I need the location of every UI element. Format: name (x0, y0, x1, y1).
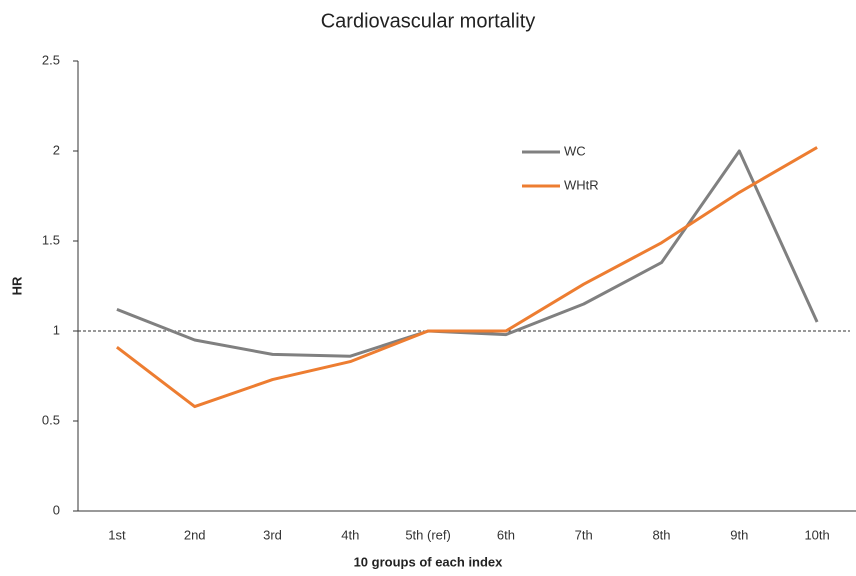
x-tick-label: 6th (497, 527, 515, 542)
y-tick-label: 1.5 (42, 232, 60, 247)
series-line (115, 146, 818, 409)
x-tick-label: 7th (575, 527, 593, 542)
y-axis-title: HR (9, 276, 24, 295)
series-line (116, 149, 819, 358)
legend-label: WHtR (564, 177, 599, 192)
y-tick-label: 1 (53, 322, 60, 337)
x-tick-label: 1st (108, 527, 126, 542)
legend-label: WC (564, 143, 586, 158)
x-tick-label: 5th (ref) (405, 527, 451, 542)
x-axis-title: 10 groups of each index (354, 554, 504, 569)
x-tick-label: 3rd (263, 527, 282, 542)
x-tick-label: 10th (804, 527, 829, 542)
y-tick-label: 0 (53, 502, 60, 517)
x-tick-label: 4th (341, 527, 359, 542)
x-tick-label: 9th (730, 527, 748, 542)
chart-title: Cardiovascular mortality (321, 10, 536, 32)
x-tick-label: 8th (652, 527, 670, 542)
y-tick-label: 2 (53, 142, 60, 157)
y-tick-label: 2.5 (42, 52, 60, 67)
x-tick-label: 2nd (184, 527, 206, 542)
y-tick-label: 0.5 (42, 412, 60, 427)
